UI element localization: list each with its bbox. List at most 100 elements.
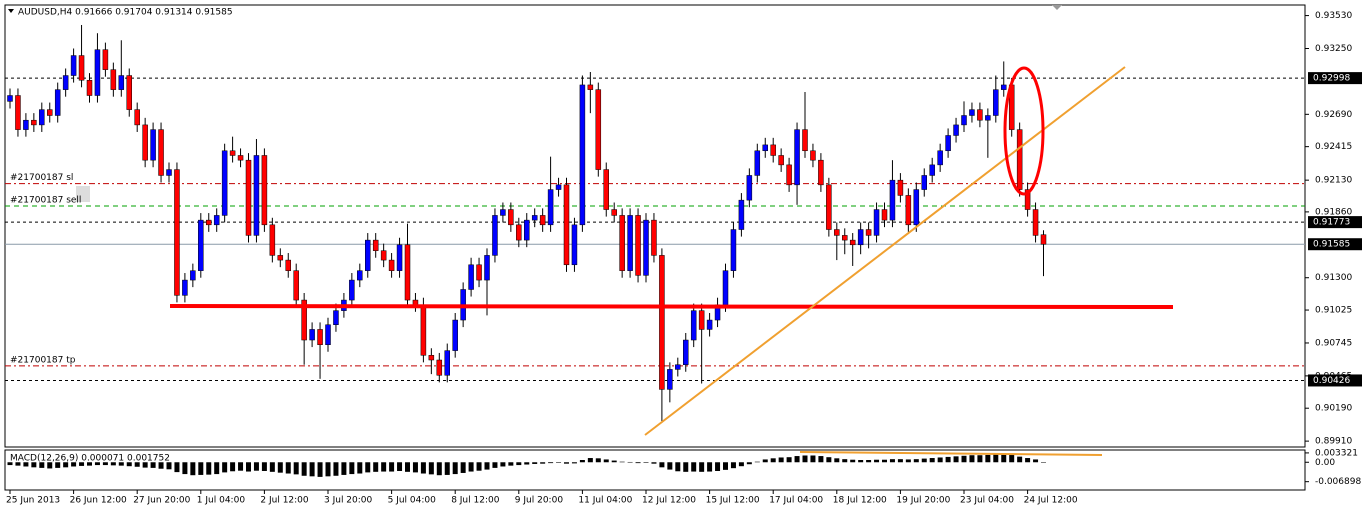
macd-bar <box>412 462 418 473</box>
x-tick-label: 19 Jul 20:00 <box>896 496 950 506</box>
macd-bar <box>134 462 140 467</box>
candle-body <box>396 244 403 271</box>
macd-bar <box>730 462 736 469</box>
candle-body <box>31 119 37 126</box>
candle-body <box>198 219 204 271</box>
macd-bar <box>643 462 649 463</box>
macd-bar <box>683 462 689 472</box>
candle-body <box>126 75 132 110</box>
macd-bar <box>373 462 379 472</box>
macd-bar <box>738 462 744 467</box>
candle-body <box>237 155 244 161</box>
candle-body <box>388 259 395 271</box>
macd-bar <box>94 462 100 466</box>
macd-bar <box>707 462 713 472</box>
macd-bar <box>110 462 116 466</box>
macd-bar <box>651 462 657 464</box>
x-tick-label: 17 Jul 04:00 <box>769 496 823 506</box>
candle-body <box>849 239 856 246</box>
candle-body <box>182 279 188 296</box>
macd-bar <box>826 457 832 463</box>
candle-body <box>484 255 490 281</box>
x-tick-label: 25 Jun 2013 <box>6 496 60 506</box>
candle-body <box>698 310 705 330</box>
macd-bar <box>953 456 959 463</box>
macd-bar <box>985 454 991 463</box>
candle-body <box>86 79 93 96</box>
macd-bar <box>452 462 458 475</box>
macd-bar <box>126 462 132 467</box>
support-line <box>169 304 1174 309</box>
macd-bar <box>667 462 673 470</box>
x-tick-label: 12 Jul 12:00 <box>642 496 696 506</box>
macd-bar <box>1041 462 1046 463</box>
candle-body <box>420 304 427 356</box>
candle-body <box>47 109 53 116</box>
macd-bar <box>611 460 617 463</box>
candle-body <box>579 84 586 226</box>
candle-body <box>683 339 689 365</box>
candle-body <box>476 264 482 281</box>
y-tick-label: 0.90190 <box>1315 404 1352 414</box>
macd-bar <box>174 462 180 473</box>
y-tick-label: 0.90745 <box>1315 338 1352 348</box>
macd-bar <box>277 462 283 473</box>
y-tick-label: 0.89910 <box>1315 437 1352 447</box>
candle-body <box>531 215 538 221</box>
candle-body <box>945 135 951 152</box>
candle-body <box>492 215 498 256</box>
price-level-label: 0.91585 <box>1313 240 1350 250</box>
candle-body <box>635 215 641 276</box>
candle-body <box>245 159 252 236</box>
candle-body <box>15 95 21 130</box>
candle-body <box>293 270 299 301</box>
macd-bar <box>659 462 665 468</box>
candle-body <box>794 129 800 186</box>
macd-bar <box>532 462 538 464</box>
macd-bar <box>619 461 625 463</box>
candle-body <box>357 270 363 281</box>
macd-bar <box>230 462 236 472</box>
order-label: #21700187 sl <box>10 173 73 183</box>
candle-body <box>905 195 912 226</box>
price-level-box <box>1308 238 1362 251</box>
candle-body <box>818 159 824 186</box>
candle-body <box>428 355 435 361</box>
scroll-marker <box>1052 5 1062 10</box>
y-tick-label: 0.93250 <box>1315 44 1352 54</box>
candle-body <box>372 239 379 251</box>
candle-body <box>23 119 29 130</box>
macd-bar <box>556 462 562 463</box>
candle-body <box>365 239 371 271</box>
macd-bar <box>1025 458 1031 463</box>
y-tick-label: 0.93530 <box>1315 11 1352 21</box>
candle-body <box>70 55 77 76</box>
macd-bar <box>969 455 975 463</box>
candle-body <box>269 224 276 256</box>
macd-bar <box>579 460 585 463</box>
candle-body <box>1016 129 1023 190</box>
candle-body <box>961 115 967 126</box>
candle-body <box>261 155 268 226</box>
candle-body <box>706 319 713 330</box>
y-tick-label: 0.92415 <box>1315 142 1352 152</box>
macd-bar <box>595 458 601 463</box>
candle-body <box>94 49 101 96</box>
y-tick-label: 0.92130 <box>1315 176 1352 186</box>
macd-bar <box>341 462 347 475</box>
macd-bar <box>484 462 490 470</box>
x-tick-label: 27 Jun 20:00 <box>133 496 190 506</box>
macd-bar <box>190 462 196 476</box>
macd-bar <box>325 462 331 477</box>
candle-body <box>619 215 625 271</box>
candle-body <box>444 350 450 376</box>
macd-bar <box>754 461 760 463</box>
macd-bar <box>723 462 728 470</box>
y-tick-label: 0.91860 <box>1315 207 1352 217</box>
macd-bar <box>293 462 299 475</box>
candle-body <box>929 164 935 176</box>
price-level-label: 0.92998 <box>1313 74 1350 84</box>
order-label: #21700187 tp <box>10 355 76 365</box>
candle-body <box>317 329 323 345</box>
